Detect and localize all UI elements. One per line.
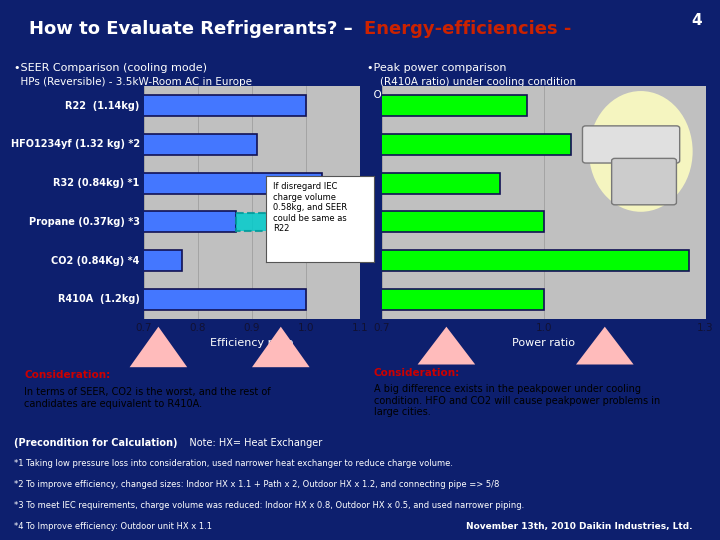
Text: R410A  (1.2kg): R410A (1.2kg) xyxy=(58,294,140,304)
Text: R32 (0.84kg) *1: R32 (0.84kg) *1 xyxy=(53,178,140,188)
FancyBboxPatch shape xyxy=(612,158,677,205)
Bar xyxy=(0,250,181,271)
Bar xyxy=(0,172,323,194)
Bar xyxy=(0,211,235,233)
Text: (R410A ratio) under cooling condition: (R410A ratio) under cooling condition xyxy=(367,77,576,87)
Ellipse shape xyxy=(589,91,693,212)
Text: 4: 4 xyxy=(691,13,702,28)
Text: R22  (1.14kg): R22 (1.14kg) xyxy=(66,101,140,111)
Text: HFO1234yf (1.32 kg) *2: HFO1234yf (1.32 kg) *2 xyxy=(11,139,140,150)
Text: November 13th, 2010 Daikin Industries, Ltd.: November 13th, 2010 Daikin Industries, L… xyxy=(466,522,693,531)
Text: •SEER Comparison (cooling mode): •SEER Comparison (cooling mode) xyxy=(14,64,207,73)
Text: •Peak power comparison: •Peak power comparison xyxy=(367,64,507,73)
Text: How to Evaluate Refrigerants? –: How to Evaluate Refrigerants? – xyxy=(29,20,359,38)
Bar xyxy=(4,95,528,117)
Text: *2 To improve efficiency, changed sizes: Indoor HX x 1.1 + Path x 2, Outdoor HX : *2 To improve efficiency, changed sizes:… xyxy=(14,480,500,489)
Bar xyxy=(4,250,690,271)
Bar xyxy=(0,95,306,117)
Bar xyxy=(235,213,289,231)
Text: Propane (0.37kg) *3: Propane (0.37kg) *3 xyxy=(29,217,140,227)
Bar xyxy=(0,288,306,310)
Text: (Precondition for Calculation): (Precondition for Calculation) xyxy=(14,438,178,448)
Bar xyxy=(4,134,571,155)
Text: Outside 35°C, room 27°CDB/19° CWB: Outside 35°C, room 27°CDB/19° CWB xyxy=(367,91,571,100)
Text: If disregard IEC
charge volume
0.58kg, and SEER
could be same as
R22: If disregard IEC charge volume 0.58kg, a… xyxy=(273,183,347,233)
Text: *1 Taking low pressure loss into consideration, used narrower heat exchanger to : *1 Taking low pressure loss into conside… xyxy=(14,458,454,468)
FancyBboxPatch shape xyxy=(582,126,680,163)
Text: Consideration:: Consideration: xyxy=(24,370,110,380)
Bar xyxy=(4,288,544,310)
Text: CO2 (0.84Kg) *4: CO2 (0.84Kg) *4 xyxy=(51,255,140,266)
X-axis label: Power ratio: Power ratio xyxy=(512,338,575,348)
Text: Energy-efficiencies -: Energy-efficiencies - xyxy=(364,20,571,38)
Text: A big difference exists in the peakpower under cooling
condition. HFO and CO2 wi: A big difference exists in the peakpower… xyxy=(374,384,660,417)
Bar xyxy=(4,172,500,194)
Text: Note: HX= Heat Exchanger: Note: HX= Heat Exchanger xyxy=(180,438,323,448)
Bar xyxy=(0,134,258,155)
Text: Consideration:: Consideration: xyxy=(374,368,460,378)
Text: In terms of SEER, CO2 is the worst, and the rest of
candidates are equivalent to: In terms of SEER, CO2 is the worst, and … xyxy=(24,387,271,409)
Text: HPs (Reversible) - 3.5kW-Room AC in Europe: HPs (Reversible) - 3.5kW-Room AC in Euro… xyxy=(14,77,252,87)
X-axis label: Efficiency ratio: Efficiency ratio xyxy=(210,338,294,348)
Text: *4 To Improve efficiency: Outdoor unit HX x 1.1: *4 To Improve efficiency: Outdoor unit H… xyxy=(14,522,212,531)
Text: *3 To meet IEC requirements, charge volume was reduced: Indoor HX x 0.8, Outdoor: *3 To meet IEC requirements, charge volu… xyxy=(14,501,524,510)
Bar xyxy=(4,211,544,233)
